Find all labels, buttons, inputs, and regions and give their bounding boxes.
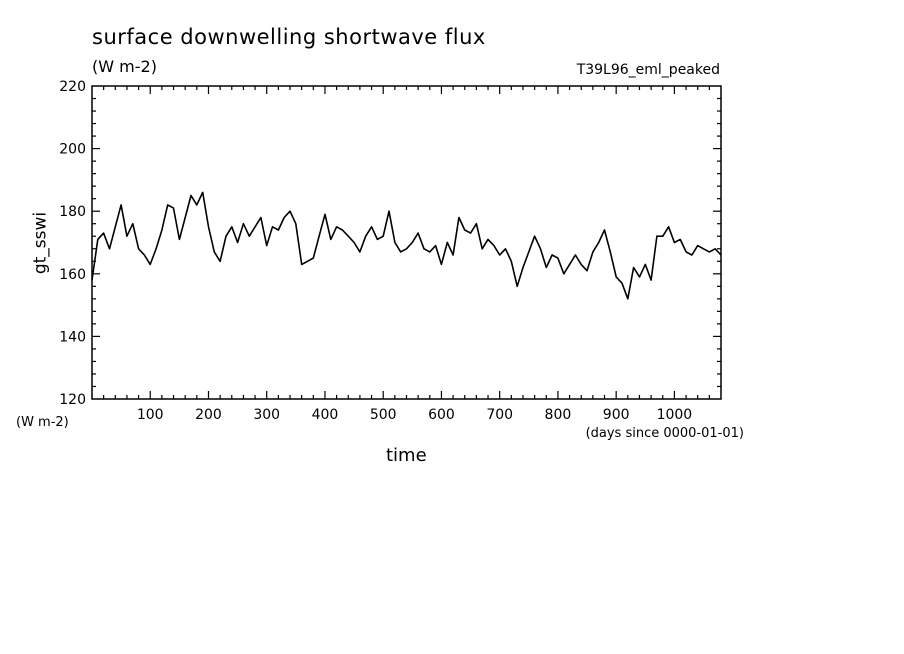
x-tick-label: 300: [253, 407, 280, 423]
x-tick-label: 500: [370, 407, 397, 423]
x-tick-label: 800: [545, 407, 572, 423]
x-tick-label: 900: [603, 407, 630, 423]
y-tick-label: 160: [59, 267, 86, 283]
x-tick-label: 600: [428, 407, 455, 423]
y-tick-label: 180: [59, 204, 86, 220]
y-axis-unit: (W m-2): [16, 415, 69, 430]
series-layer: [91, 191, 722, 300]
y-tick-label: 220: [59, 79, 86, 95]
x-tick-label: 200: [195, 407, 222, 423]
x-axis-label: time: [386, 445, 427, 466]
x-axis-unit: (days since 0000-01-01): [585, 426, 744, 441]
chart-units: (W m-2): [92, 57, 157, 76]
chart-title: surface downwelling shortwave flux: [92, 25, 486, 49]
axis-ticks: [92, 86, 721, 399]
x-tick-label: 700: [486, 407, 513, 423]
series-line-0: [91, 191, 722, 300]
plot-frame: [91, 85, 722, 400]
x-tick-label: 100: [137, 407, 164, 423]
tick-labels: 100 200 300 400 500 600 700 800 900 1000 120 140 160…: [59, 79, 692, 423]
x-tick-label: 400: [312, 407, 339, 423]
y-tick-label: 200: [59, 142, 86, 158]
y-tick-label: 120: [59, 392, 86, 408]
run-label: T39L96_eml_peaked: [576, 62, 720, 78]
y-tick-label: 140: [59, 329, 86, 345]
x-tick-label: 1000: [657, 407, 693, 423]
